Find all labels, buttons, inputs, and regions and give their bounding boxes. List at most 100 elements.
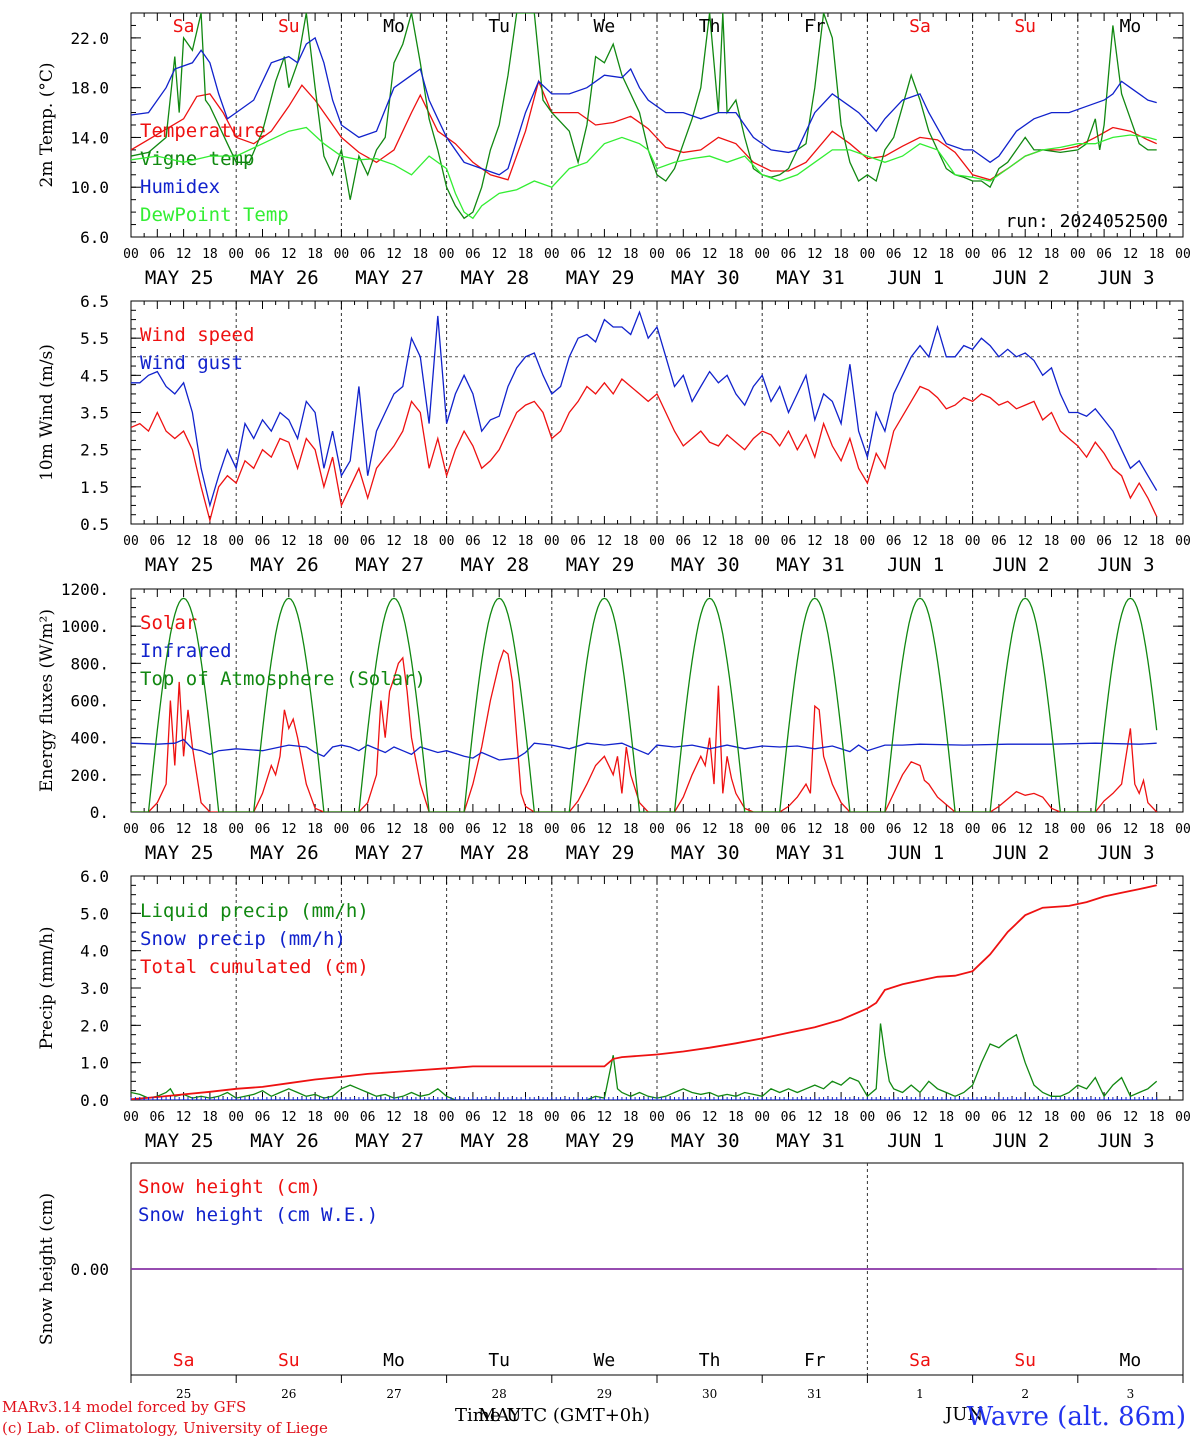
y-tick-label: 0.0 — [80, 1091, 109, 1110]
series-line — [131, 378, 1158, 523]
x-date-label: JUN 3 — [1097, 1130, 1154, 1152]
x-hour-label: 00 — [544, 534, 560, 549]
series-line — [131, 126, 1157, 220]
legend-entry: Snow height (cm W.E.) — [138, 1204, 378, 1226]
x-hour-label: 18 — [728, 247, 744, 262]
y-tick-label: 600. — [70, 692, 109, 711]
x-hour-label: 18 — [412, 1110, 428, 1125]
x-hour-label: 12 — [912, 822, 928, 837]
x-hour-label: 18 — [202, 1110, 218, 1125]
x-hour-label: 12 — [491, 1110, 507, 1125]
y-axis-title: Precip (mm/h) — [37, 926, 57, 1049]
x-hour-label: 18 — [728, 1110, 744, 1125]
x-hour-label: 12 — [176, 822, 192, 837]
x-hour-label: 12 — [1017, 247, 1033, 262]
x-hour-label: 06 — [1096, 1110, 1112, 1125]
x-hour-label: 12 — [702, 822, 718, 837]
x-hour-label: 18 — [1044, 534, 1060, 549]
legend-entry: DewPoint Temp — [140, 204, 289, 226]
x-hour-label: 06 — [886, 1110, 902, 1125]
y-axis-title: 2m Temp. (°C) — [37, 62, 57, 187]
x-hour-label: 06 — [1096, 822, 1112, 837]
x-hour-label: 00 — [228, 534, 244, 549]
x-date-label: MAY 26 — [250, 842, 319, 864]
x-hour-label: 18 — [728, 534, 744, 549]
x-hour-label: 12 — [807, 247, 823, 262]
x-hour-label: 12 — [807, 1110, 823, 1125]
panel-2: 0.5 1.5 2.5 3.5 4.5 5.5 6.5 00 06 12 18 00 06 12 18 00 0… — [37, 292, 1191, 576]
x-hour-label: 06 — [886, 247, 902, 262]
y-tick-label: 2.5 — [80, 441, 109, 460]
x-hour-label: 12 — [386, 247, 402, 262]
x-date-label: MAY 31 — [776, 554, 845, 576]
day-number-label: 26 — [281, 1387, 296, 1401]
x-hour-label: 18 — [833, 1110, 849, 1125]
y-tick-label: 3.5 — [80, 404, 109, 423]
x-date-label: MAY 28 — [460, 842, 529, 864]
day-name-label: Mo — [1120, 1350, 1142, 1371]
y-tick-label: 1200. — [61, 580, 109, 599]
x-hour-label: 12 — [281, 247, 297, 262]
x-date-label: MAY 30 — [671, 1130, 740, 1152]
x-hour-label: 12 — [597, 1110, 613, 1125]
day-name-label: We — [594, 16, 616, 37]
x-hour-label: 06 — [149, 247, 165, 262]
x-hour-label: 06 — [360, 534, 376, 549]
day-number-label: 28 — [492, 1387, 507, 1401]
x-hour-label: 00 — [334, 247, 350, 262]
x-hour-label: 00 — [965, 534, 981, 549]
x-date-label: JUN 3 — [1097, 842, 1154, 864]
x-hour-label: 06 — [360, 1110, 376, 1125]
x-hour-label: 06 — [360, 247, 376, 262]
x-date-label: MAY 29 — [566, 267, 635, 289]
x-date-label: MAY 26 — [250, 267, 319, 289]
x-date-label: MAY 29 — [566, 1130, 635, 1152]
x-hour-label: 12 — [597, 822, 613, 837]
series-line — [131, 597, 1158, 812]
x-date-label: MAY 30 — [671, 267, 740, 289]
month-label: MAY — [478, 1405, 521, 1426]
day-number-label: 2 — [1021, 1387, 1029, 1401]
x-hour-label: 12 — [281, 822, 297, 837]
x-hour-label: 12 — [702, 247, 718, 262]
x-hour-label: 18 — [1149, 1110, 1165, 1125]
x-hour-label: 06 — [886, 822, 902, 837]
x-hour-label: 18 — [623, 822, 639, 837]
x-hour-label: 18 — [307, 534, 323, 549]
legend-entry: Wind speed — [140, 324, 254, 346]
x-hour-label: 18 — [1149, 534, 1165, 549]
y-tick-label: 18.0 — [70, 79, 109, 98]
x-hour-label: 06 — [781, 247, 797, 262]
x-hour-label: 12 — [491, 822, 507, 837]
model-credit: MARv3.14 model forced by GFS — [2, 1398, 247, 1416]
x-hour-label: 18 — [833, 247, 849, 262]
panel-1: 6.0 10.0 14.0 18.0 22.0 00 06 12 18 00 06 12 18 00 06 1… — [37, 12, 1191, 289]
x-date-label: MAY 27 — [355, 1130, 424, 1152]
x-hour-label: 18 — [938, 822, 954, 837]
panel-5: 0.00 Snow height (cm) Snow height (cm) Snow… — [37, 1162, 1184, 1425]
series-line — [131, 36, 1157, 176]
x-hour-label: 18 — [1044, 247, 1060, 262]
y-axis-title: Snow height (cm) — [37, 1193, 57, 1345]
x-hour-label: 00 — [1070, 822, 1086, 837]
station-name: Wavre (alt. 86m) — [966, 1402, 1186, 1432]
series-line — [131, 738, 1157, 761]
y-axis-title: 10m Wind (m/s) — [37, 344, 57, 481]
x-hour-label: 18 — [938, 247, 954, 262]
x-hour-label: 12 — [597, 247, 613, 262]
x-hour-label: 18 — [938, 1110, 954, 1125]
x-date-label: MAY 26 — [250, 1130, 319, 1152]
x-hour-label: 00 — [1175, 247, 1191, 262]
x-hour-label: 00 — [1175, 534, 1191, 549]
day-name-label: Su — [1014, 1350, 1036, 1371]
y-tick-label: 400. — [70, 729, 109, 748]
x-date-label: MAY 31 — [776, 1130, 845, 1152]
x-hour-label: 06 — [991, 534, 1007, 549]
x-date-label: JUN 2 — [992, 1130, 1049, 1152]
x-date-label: MAY 27 — [355, 267, 424, 289]
x-date-label: JUN 2 — [992, 554, 1049, 576]
day-name-label: Sa — [909, 1350, 931, 1371]
day-name-label: Mo — [383, 1350, 405, 1371]
y-tick-label: 800. — [70, 654, 109, 673]
